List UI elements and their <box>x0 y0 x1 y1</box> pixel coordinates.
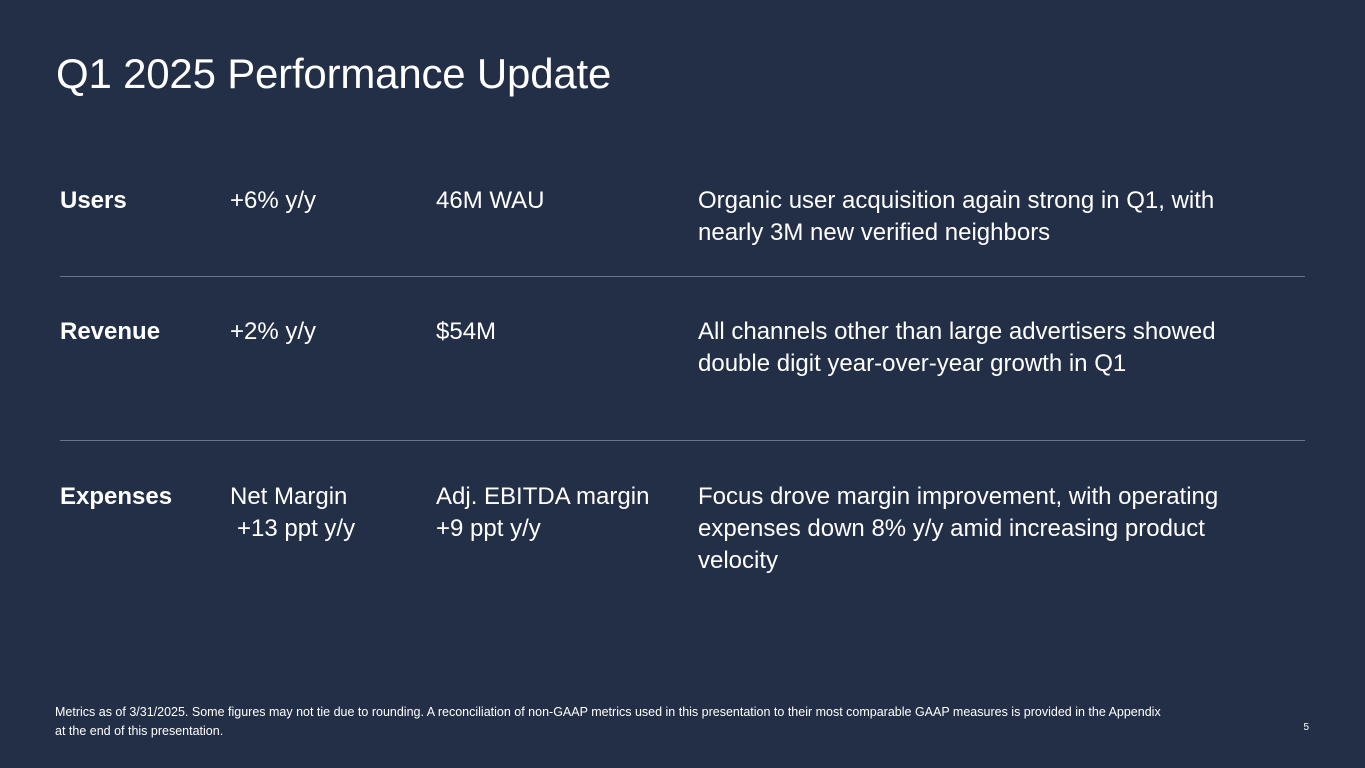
absolute-metric: 46M WAU <box>436 185 544 217</box>
absolute-metric-line: 46M WAU <box>436 187 545 214</box>
absolute-metric-line: Adj. EBITDA margin <box>436 483 650 510</box>
description-line: double digit year-over-year growth in Q1 <box>698 350 1127 377</box>
footnote: Metrics as of 3/31/2025. Some figures ma… <box>55 703 1255 741</box>
growth-metric-line: +2% y/y <box>230 318 317 345</box>
absolute-metric-line: +9 ppt y/y <box>436 515 541 542</box>
row-label: Expenses <box>60 483 173 510</box>
growth-metric-line: +13 ppt y/y <box>237 515 356 542</box>
description-line: Organic user acquisition again strong in… <box>698 187 1215 214</box>
growth-metric: Net Margin +13 ppt y/y <box>230 481 355 545</box>
growth-metric: +6% y/y <box>230 185 316 217</box>
growth-metric-line: +6% y/y <box>230 187 317 214</box>
description-line: All channels other than large advertiser… <box>698 318 1216 345</box>
footnote-line: Metrics as of 3/31/2025. Some figures ma… <box>55 705 1161 719</box>
row-divider <box>60 276 1305 277</box>
row-label: Users <box>60 187 127 214</box>
row-divider <box>60 440 1305 441</box>
growth-metric-line: Net Margin <box>230 483 348 510</box>
description-line: velocity <box>698 547 779 574</box>
row-label: Revenue <box>60 318 161 345</box>
slide-title: Q1 2025 Performance Update <box>56 50 612 97</box>
absolute-metric-line: $54M <box>436 318 497 345</box>
description-line: expenses down 8% y/y amid increasing pro… <box>698 515 1205 542</box>
row-description: All channels other than large advertiser… <box>698 316 1298 380</box>
page-number: 5 <box>1303 722 1309 733</box>
growth-metric: +2% y/y <box>230 316 316 348</box>
absolute-metric: $54M <box>436 316 496 348</box>
row-description: Focus drove margin improvement, with ope… <box>698 481 1298 577</box>
absolute-metric: Adj. EBITDA margin +9 ppt y/y <box>436 481 649 545</box>
description-line: nearly 3M new verified neighbors <box>698 219 1051 246</box>
footnote-line: at the end of this presentation. <box>55 724 224 738</box>
description-line: Focus drove margin improvement, with ope… <box>698 483 1219 510</box>
row-description: Organic user acquisition again strong in… <box>698 185 1298 249</box>
